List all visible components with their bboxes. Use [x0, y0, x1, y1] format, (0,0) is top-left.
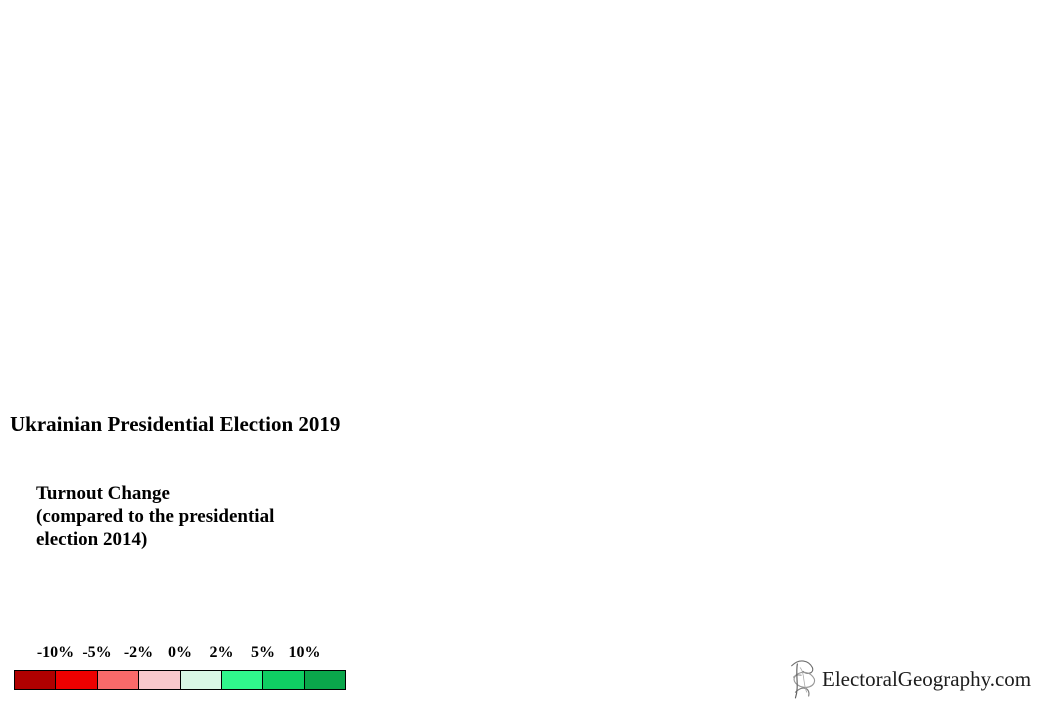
map-title: Ukrainian Presidential Election 2019 [10, 412, 341, 436]
subtitle-line: Turnout Change [36, 483, 170, 504]
legend-swatch [262, 670, 305, 690]
legend-tick-label: -5% [82, 644, 112, 661]
legend-tick-label: -2% [123, 644, 154, 661]
sketch-map-icon [791, 660, 816, 699]
legend: -10% -5% -2% 0% 2% 5% 10% [0, 644, 400, 694]
map-subtitle: Turnout Change (compared to the presiden… [36, 482, 274, 551]
legend-tick-label: -10% [36, 644, 75, 661]
watermark-text: ElectoralGeography.com [822, 666, 1032, 691]
legend-tick-label: 5% [251, 644, 275, 661]
legend-tick-label: 0% [168, 644, 192, 661]
legend-swatch [179, 670, 222, 690]
legend-swatch [55, 670, 98, 690]
legend-swatch [220, 670, 264, 690]
legend-tick-label: 2% [209, 644, 234, 661]
watermark: ElectoralGeography.com [786, 656, 1031, 702]
legend-swatch [14, 670, 57, 690]
legend-swatch [138, 670, 181, 690]
subtitle-line: election 2014) [36, 529, 148, 550]
legend-tick-label: 10% [288, 644, 321, 661]
legend-labels: -10% -5% -2% 0% 2% 5% 10% [0, 644, 400, 664]
subtitle-line: (compared to the presidential [36, 506, 275, 527]
legend-swatch [303, 670, 346, 690]
legend-swatch [96, 670, 140, 690]
legend-color-scale [14, 670, 346, 690]
